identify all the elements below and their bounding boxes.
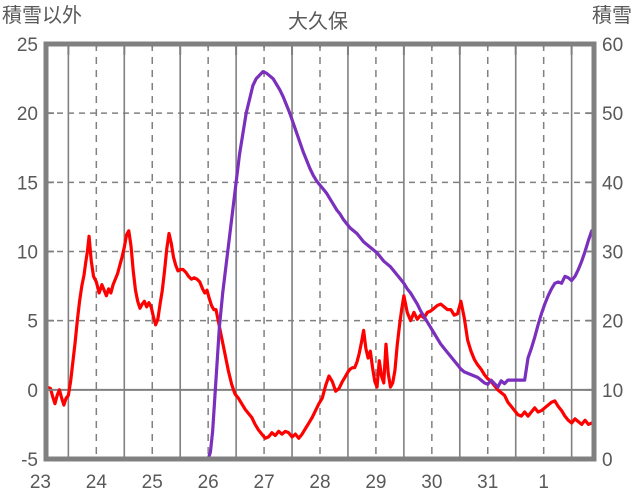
axis-tick-labels: -5 0 5 10 15 20 25 0 10 20 30 40 50 60 23 24 25 26 27 28 29 3… — [17, 35, 623, 493]
x-axis-tick-label: 25 — [142, 472, 163, 493]
axis-ticks — [46, 43, 594, 460]
x-axis-tick-label: 30 — [421, 472, 442, 493]
right-axis-tick-label: 60 — [602, 35, 623, 56]
grid-lines — [46, 44, 594, 459]
right-axis-title: 積雪 — [592, 5, 632, 27]
left-axis-tick-label: 5 — [27, 312, 38, 333]
x-axis-tick-label: 28 — [309, 472, 330, 493]
right-axis-tick-label: 20 — [602, 312, 623, 333]
left-axis-tick-label: 10 — [17, 243, 38, 264]
left-axis-tick-label: 0 — [27, 381, 38, 402]
left-axis-tick-label: -5 — [21, 450, 38, 471]
right-axis-tick-label: 30 — [602, 243, 623, 264]
x-axis-tick-label: 1 — [538, 472, 549, 493]
page-title: 大久保 — [288, 11, 348, 33]
x-axis-tick-label: 26 — [198, 472, 219, 493]
right-axis-tick-label: 0 — [602, 450, 613, 471]
left-axis-tick-label: 15 — [17, 173, 38, 194]
x-axis-tick-label: 27 — [254, 472, 275, 493]
left-axis-title: 積雪以外 — [2, 5, 82, 27]
x-axis-tick-label: 29 — [365, 472, 386, 493]
x-axis-tick-label: 23 — [30, 472, 51, 493]
left-axis-tick-label: 25 — [17, 35, 38, 56]
x-axis-tick-label: 24 — [86, 472, 108, 493]
right-axis-tick-label: 40 — [602, 173, 623, 194]
x-axis-tick-label: 31 — [477, 472, 498, 493]
right-axis-tick-label: 50 — [602, 104, 623, 125]
left-axis-tick-label: 20 — [17, 104, 38, 125]
data-series — [45, 70, 594, 461]
right-axis-tick-label: 10 — [602, 381, 623, 402]
